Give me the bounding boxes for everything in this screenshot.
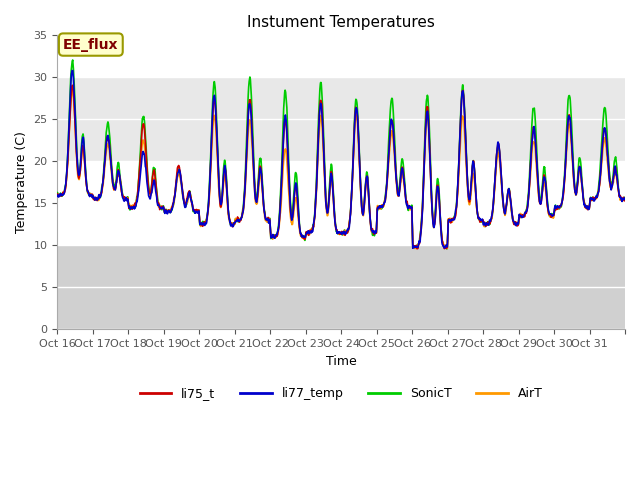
AirT (614, 181, 621, 187)
li75_t (513, 220, 520, 226)
SonicT (614, 172, 621, 178)
AirT (545, 211, 552, 217)
li75_t (621, 198, 629, 204)
Title: Instument Temperatures: Instument Temperatures (247, 15, 435, 30)
li77_temp (54, 192, 61, 198)
li75_t (413, 246, 421, 252)
Line: li77_temp: li77_temp (58, 71, 625, 248)
AirT (621, 197, 629, 203)
Line: li75_t: li75_t (58, 85, 625, 249)
SonicT (233, 218, 241, 224)
SonicT (443, 246, 451, 252)
SonicT (69, 57, 77, 63)
li77_temp (233, 218, 241, 224)
li75_t (233, 216, 241, 222)
AirT (54, 192, 61, 197)
Text: EE_flux: EE_flux (63, 37, 118, 51)
Line: SonicT: SonicT (58, 60, 625, 249)
AirT (111, 185, 118, 191)
SonicT (545, 209, 552, 215)
AirT (233, 217, 241, 223)
SonicT (621, 194, 629, 200)
li77_temp (409, 245, 417, 251)
li75_t (68, 83, 76, 88)
SonicT (111, 184, 118, 190)
li77_temp (513, 221, 520, 227)
Line: AirT: AirT (58, 89, 625, 249)
Bar (58, 77, 625, 161)
li77_temp (69, 68, 77, 73)
li75_t (54, 191, 61, 197)
SonicT (54, 190, 61, 195)
X-axis label: Time: Time (326, 355, 356, 368)
li77_temp (376, 203, 383, 209)
li75_t (614, 178, 621, 184)
Legend: li75_t, li77_temp, SonicT, AirT: li75_t, li77_temp, SonicT, AirT (135, 383, 547, 406)
li77_temp (621, 196, 629, 202)
li77_temp (614, 177, 621, 183)
li75_t (545, 210, 552, 216)
SonicT (513, 221, 520, 227)
AirT (68, 86, 76, 92)
li77_temp (111, 185, 118, 191)
AirT (412, 246, 420, 252)
AirT (513, 223, 520, 228)
SonicT (376, 204, 383, 210)
li75_t (111, 186, 118, 192)
li75_t (376, 205, 383, 211)
Y-axis label: Temperature (C): Temperature (C) (15, 132, 28, 233)
li77_temp (545, 208, 552, 214)
AirT (376, 205, 383, 211)
Bar (58, 245, 625, 329)
